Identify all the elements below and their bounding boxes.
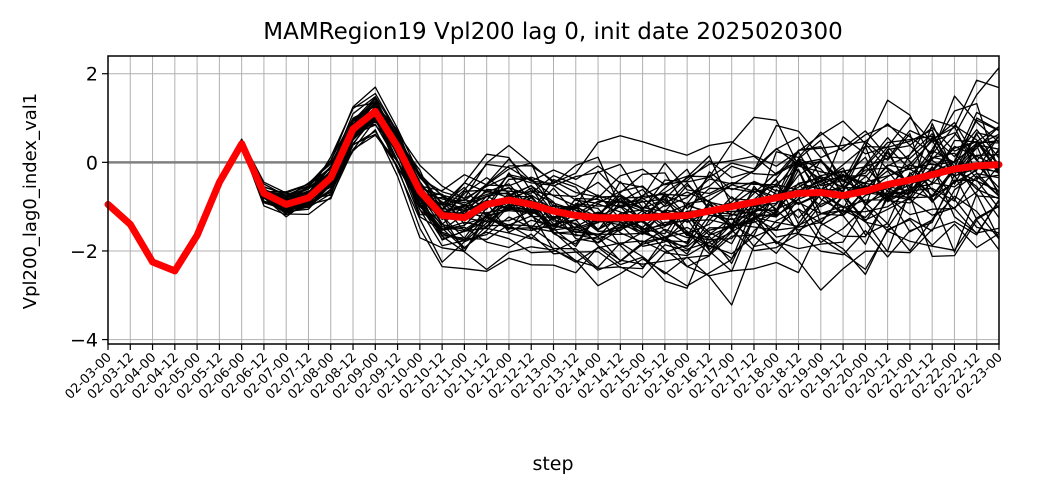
ensemble-member-line bbox=[196, 117, 1000, 287]
ensemble-member-line bbox=[196, 105, 1000, 236]
y-tick-label: 0 bbox=[86, 152, 98, 174]
chart-title: MAMRegion19 Vpl200 lag 0, init date 2025… bbox=[263, 19, 843, 45]
ensemble-member-line bbox=[196, 105, 1000, 271]
ensemble-member-line bbox=[196, 95, 1000, 236]
ensemble-member-line bbox=[196, 134, 1000, 255]
ensemble-member-line bbox=[196, 129, 1000, 306]
y-tick-label: −4 bbox=[70, 330, 98, 352]
ensemble-member-line bbox=[196, 113, 1000, 242]
ensemble-member-line bbox=[196, 102, 1000, 236]
y-axis-label: Vpl200_lag0_index_val1 bbox=[20, 93, 41, 309]
y-tick-label: 2 bbox=[86, 64, 98, 86]
x-axis-label: step bbox=[532, 453, 573, 475]
ensemble-member-line bbox=[196, 133, 1000, 291]
mean-series bbox=[104, 107, 1003, 275]
ensemble-member-line bbox=[196, 102, 1000, 248]
mean-line bbox=[104, 107, 1003, 275]
y-ticks: 2 0 −2 −4 bbox=[70, 64, 108, 352]
x-ticks: 02-03-0002-03-1202-04-0002-04-1202-05-00… bbox=[62, 344, 1006, 403]
y-tick-label: −2 bbox=[70, 241, 98, 263]
